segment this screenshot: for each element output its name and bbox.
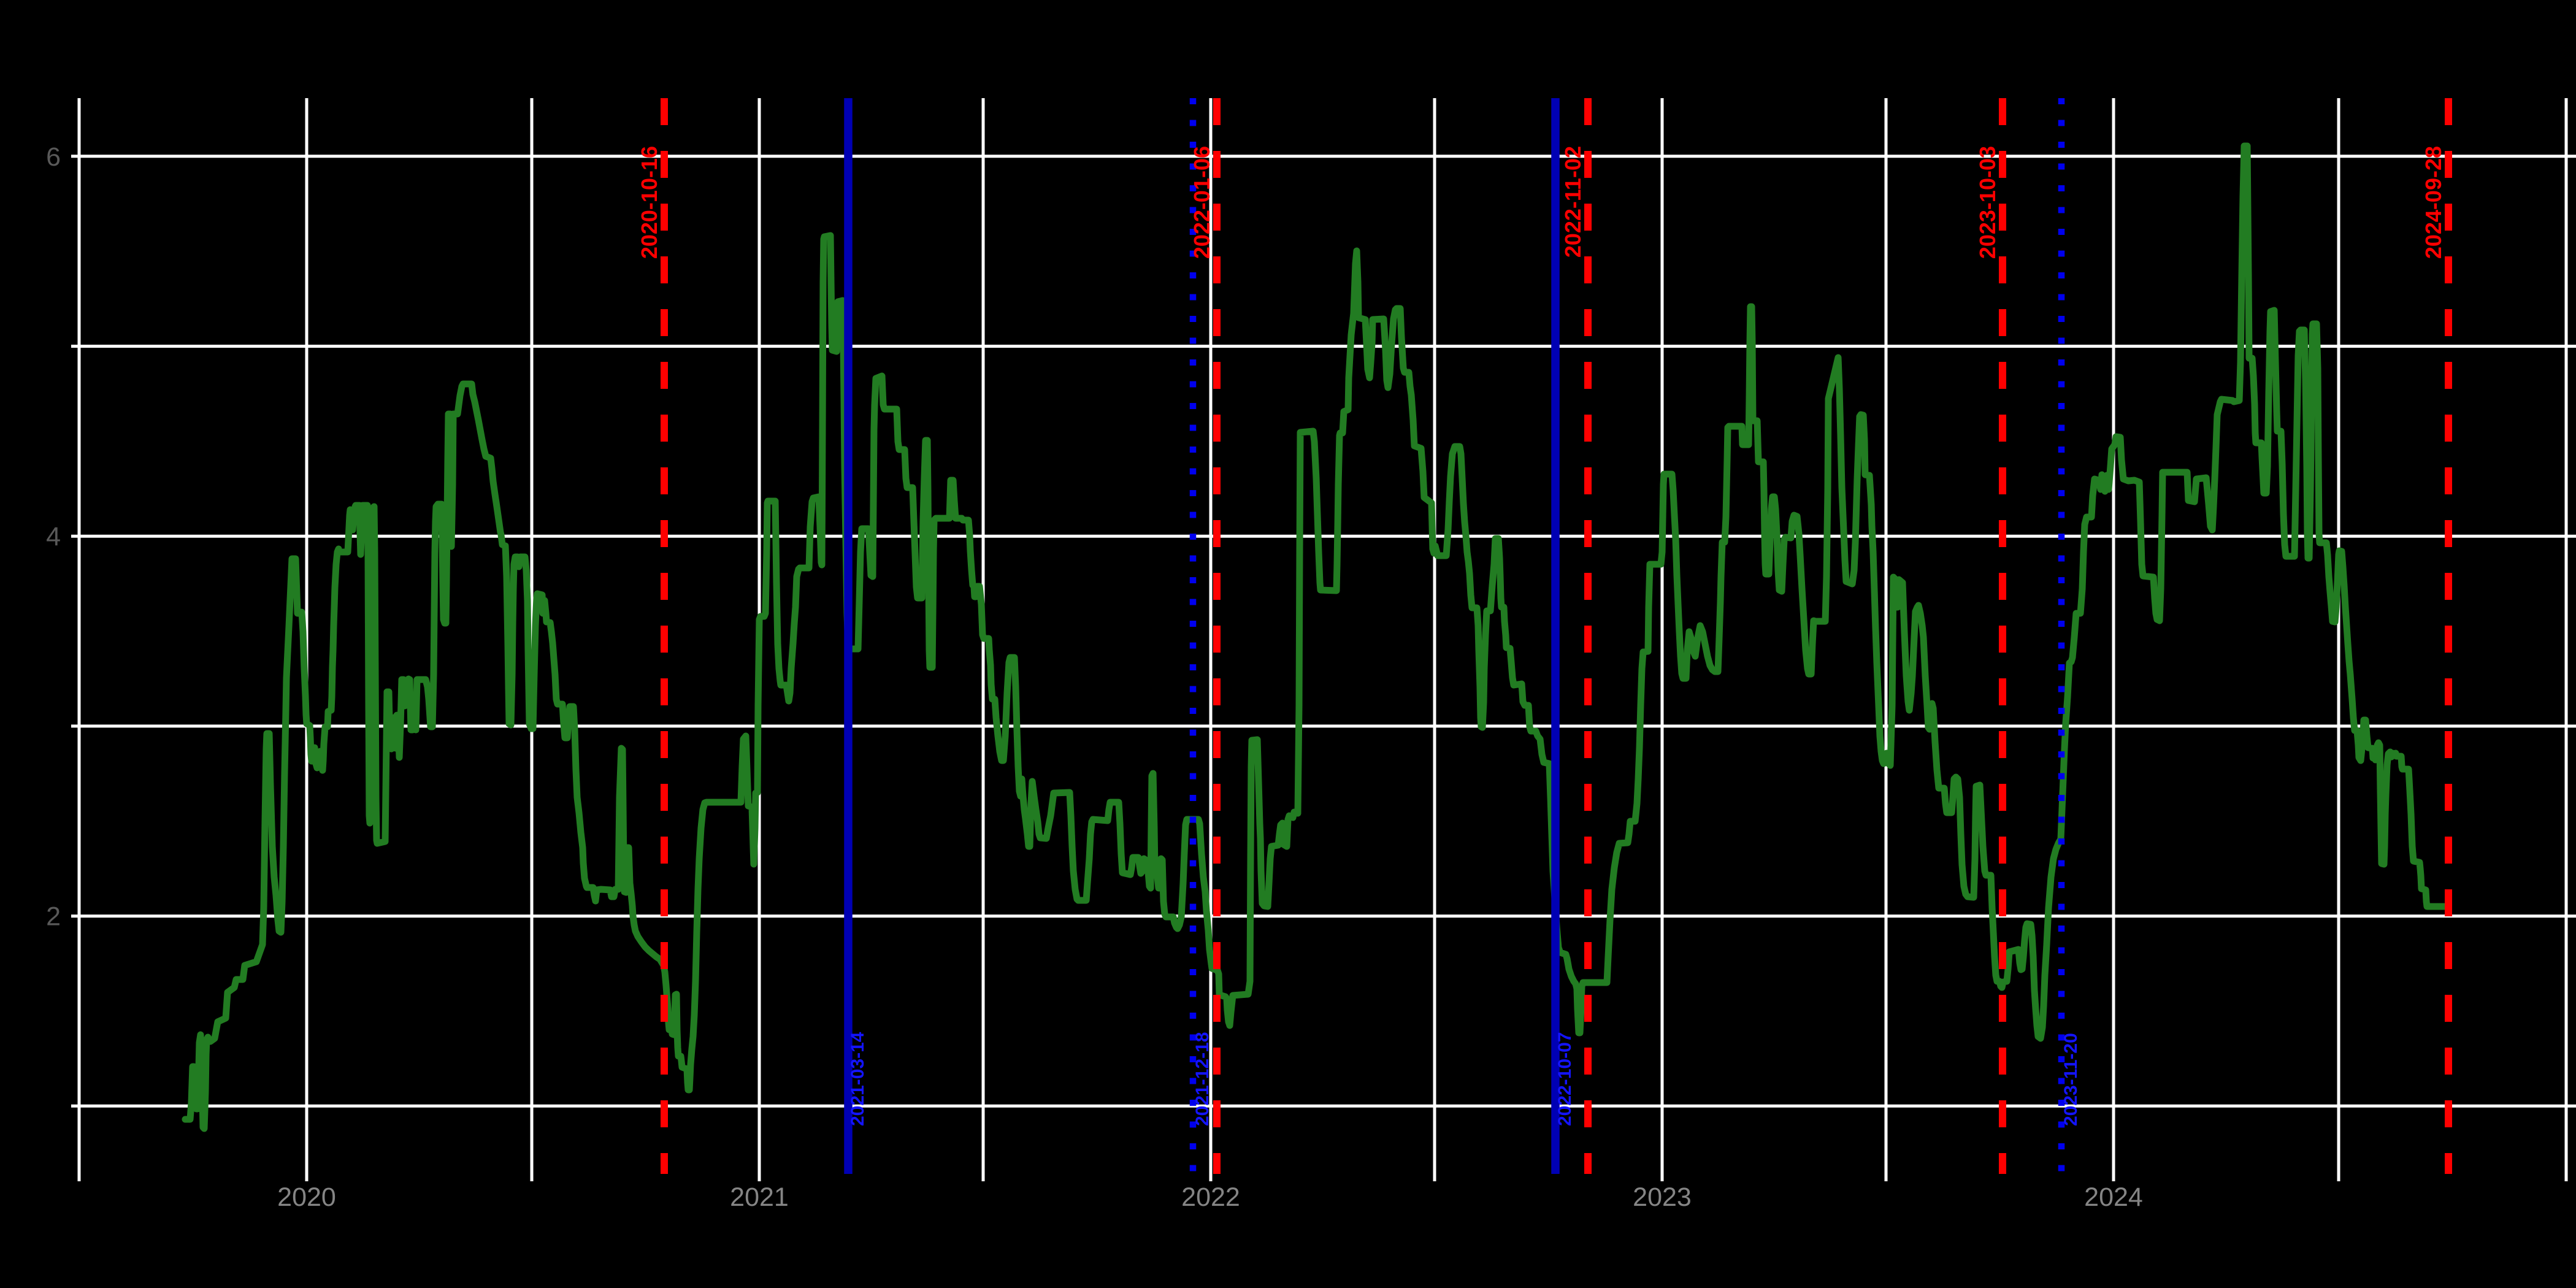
svg-text:2021-03-14: 2021-03-14 <box>848 1032 868 1126</box>
svg-text:2021: 2021 <box>730 1183 789 1212</box>
svg-text:2022-10-07: 2022-10-07 <box>1555 1032 1575 1126</box>
svg-text:2023: 2023 <box>1633 1183 1692 1212</box>
svg-text:2022: 2022 <box>1181 1183 1240 1212</box>
svg-text:6: 6 <box>46 142 61 172</box>
svg-text:2023-11-20: 2023-11-20 <box>2061 1033 2081 1126</box>
svg-text:2022-01-06: 2022-01-06 <box>1189 146 1214 259</box>
svg-text:2021-12-18: 2021-12-18 <box>1192 1032 1213 1126</box>
svg-text:2020-10-16: 2020-10-16 <box>637 146 662 259</box>
svg-text:2023-10-03: 2023-10-03 <box>1975 146 2000 259</box>
svg-text:4: 4 <box>46 522 61 551</box>
svg-text:2022-11-02: 2022-11-02 <box>1560 146 1585 258</box>
svg-text:2024-09-28: 2024-09-28 <box>2421 146 2446 259</box>
svg-text:2024: 2024 <box>2084 1183 2143 1212</box>
svg-text:2: 2 <box>46 902 61 932</box>
svg-text:2020: 2020 <box>277 1183 336 1212</box>
